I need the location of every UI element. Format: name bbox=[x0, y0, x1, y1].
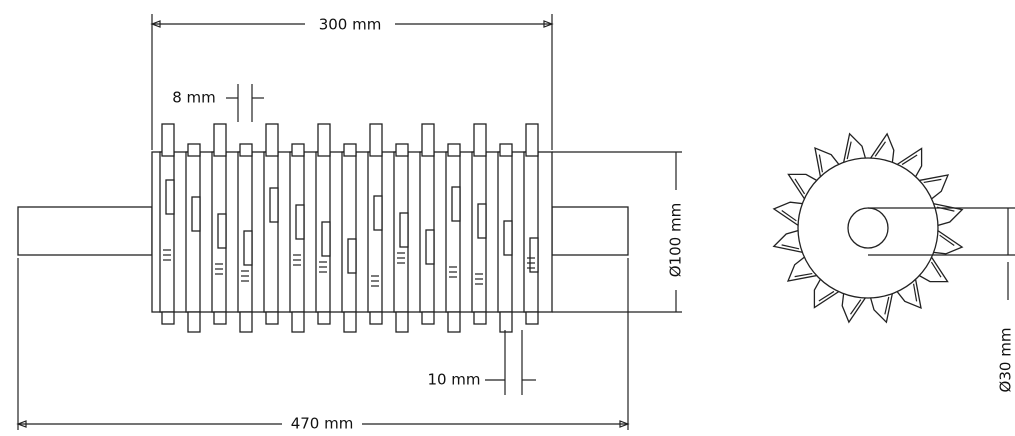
tooth bbox=[161, 123, 175, 157]
tooth bbox=[369, 311, 383, 325]
tooth bbox=[447, 143, 461, 157]
plate bbox=[445, 151, 461, 313]
slot bbox=[373, 195, 383, 231]
tooth bbox=[317, 311, 331, 325]
dimension-lines bbox=[16, 14, 682, 430]
slot bbox=[165, 179, 175, 215]
tooth-edge bbox=[794, 272, 813, 278]
plate bbox=[263, 151, 279, 313]
tooth bbox=[473, 123, 487, 157]
tooth bbox=[291, 311, 305, 333]
shaft-left bbox=[17, 206, 153, 256]
slot bbox=[321, 221, 331, 257]
dim-470: 470 mm bbox=[291, 415, 354, 433]
tooth bbox=[499, 143, 513, 157]
tooth-edge bbox=[901, 154, 918, 166]
plate bbox=[523, 151, 539, 313]
roller-side-view bbox=[17, 123, 629, 333]
slot bbox=[451, 186, 461, 222]
slot bbox=[347, 238, 357, 274]
slot bbox=[243, 230, 253, 266]
tooth bbox=[343, 311, 357, 333]
plate bbox=[159, 151, 175, 313]
slot bbox=[191, 196, 201, 232]
dim-30: Ø30 mm bbox=[997, 328, 1015, 393]
tooth bbox=[161, 311, 175, 325]
tooth bbox=[317, 123, 331, 157]
slot bbox=[477, 203, 487, 239]
tooth bbox=[525, 123, 539, 157]
tooth-edge bbox=[912, 283, 918, 302]
tooth bbox=[213, 123, 227, 157]
tooth-edge bbox=[794, 178, 806, 195]
tooth bbox=[213, 311, 227, 325]
dim-300: 300 mm bbox=[319, 16, 382, 34]
tooth-edge bbox=[781, 244, 800, 250]
tooth bbox=[473, 311, 487, 325]
tooth-edge bbox=[930, 261, 942, 278]
roller-end-view bbox=[772, 132, 1015, 324]
tooth-edge bbox=[846, 141, 852, 160]
tooth bbox=[239, 143, 253, 157]
tooth-edge bbox=[850, 299, 862, 315]
tooth bbox=[447, 311, 461, 333]
tooth bbox=[421, 311, 435, 325]
slot bbox=[503, 220, 513, 256]
tooth-edge bbox=[781, 210, 797, 222]
slot bbox=[217, 213, 227, 249]
tooth-edge bbox=[818, 290, 835, 302]
tooth bbox=[499, 311, 513, 333]
shaft-right bbox=[551, 206, 629, 256]
tooth bbox=[265, 123, 279, 157]
shaft-section bbox=[847, 207, 889, 249]
tooth bbox=[421, 123, 435, 157]
tooth bbox=[343, 143, 357, 157]
dim-8: 8 mm bbox=[172, 89, 216, 107]
tooth bbox=[395, 143, 409, 157]
tooth-edge bbox=[884, 296, 890, 315]
tooth bbox=[265, 311, 279, 325]
tooth bbox=[187, 143, 201, 157]
tooth-edge bbox=[874, 141, 886, 157]
tooth-edge bbox=[818, 154, 824, 173]
tooth-edge bbox=[923, 178, 942, 184]
slot bbox=[295, 204, 305, 240]
slot bbox=[529, 237, 539, 273]
tooth bbox=[369, 123, 383, 157]
tooth bbox=[525, 311, 539, 325]
plate bbox=[185, 151, 201, 313]
slot bbox=[399, 212, 409, 248]
plate bbox=[341, 151, 357, 313]
dim-10: 10 mm bbox=[427, 371, 480, 389]
slot bbox=[269, 187, 279, 223]
tooth bbox=[187, 311, 201, 333]
tooth bbox=[395, 311, 409, 333]
tooth bbox=[239, 311, 253, 333]
tooth bbox=[291, 143, 305, 157]
slot bbox=[425, 229, 435, 265]
dim-100: Ø100 mm bbox=[667, 203, 685, 277]
plate bbox=[367, 151, 383, 313]
tooth-edge bbox=[939, 234, 955, 246]
